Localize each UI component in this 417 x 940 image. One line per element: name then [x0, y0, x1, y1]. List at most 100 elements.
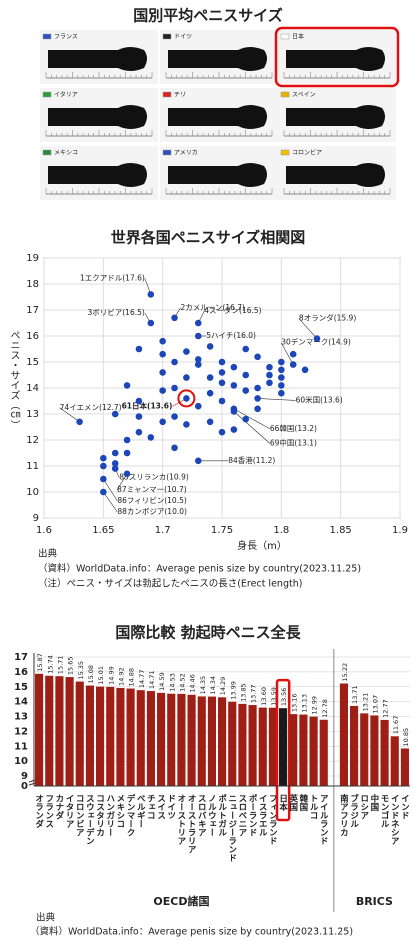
group-label: OECD諸国	[153, 894, 209, 908]
x-tick-label: モンゴル	[379, 794, 389, 828]
leader-line	[103, 491, 118, 513]
leader-line	[59, 407, 80, 423]
silhouette	[168, 47, 267, 71]
point	[147, 434, 155, 441]
value-label: 13.71	[351, 685, 359, 704]
point	[218, 379, 226, 387]
country-label: 日本	[292, 33, 304, 41]
point-label: 60米国(13.6)	[296, 394, 343, 404]
leader-line	[233, 411, 271, 444]
point	[159, 387, 166, 394]
flag	[42, 33, 52, 40]
bar	[187, 694, 196, 786]
x-tick-label: スイス	[156, 794, 166, 820]
point	[206, 418, 214, 426]
point	[218, 428, 226, 436]
x-tick-label: コロンビア	[74, 794, 84, 837]
bar	[126, 688, 135, 786]
bar	[339, 683, 348, 786]
country-label: ドイツ	[174, 34, 192, 41]
point	[206, 374, 214, 381]
value-label: 14.99	[107, 666, 115, 685]
x-tick-label: インド	[399, 794, 409, 820]
x-tick-label: フランス	[44, 794, 54, 828]
point	[183, 348, 190, 355]
silhouette	[168, 105, 267, 129]
y-tick-label: 12	[26, 435, 39, 446]
point	[159, 418, 166, 426]
value-label: 14.53	[168, 673, 176, 692]
source-note: （注）ペニス・サイズは勃起したペニスの長さ(Erect length)	[38, 578, 302, 590]
y-tick-label: 17	[26, 305, 39, 316]
bar	[390, 736, 399, 786]
x-tick-label: スロベニア	[237, 794, 247, 837]
point	[266, 379, 273, 387]
country-label: コロンビア	[292, 149, 322, 157]
point	[171, 444, 178, 452]
bar	[370, 715, 379, 786]
value-label: 14.52	[178, 673, 186, 692]
x-tick-label: 日本	[278, 794, 288, 812]
leader-line	[257, 398, 296, 401]
bar	[136, 690, 145, 786]
point-label: 69中国(13.1)	[270, 437, 317, 447]
point-label: 1エクアドル(17.6)	[80, 273, 145, 282]
point-label: 61日本(13.6)	[122, 400, 173, 410]
x-tick-label: オランダ	[34, 794, 44, 829]
x-tick-label: 1.75	[211, 525, 233, 536]
x-tick-label: ドイツ	[166, 794, 176, 820]
x-tick-label: 1.85	[330, 525, 352, 536]
value-label: 13.56	[280, 688, 288, 707]
point	[194, 457, 202, 465]
point	[123, 436, 131, 444]
source-note: （資料）WorldData.info：Average penis size by…	[38, 563, 361, 575]
y-tick-label: 0	[21, 781, 28, 792]
point	[183, 374, 190, 381]
flag	[42, 91, 52, 98]
bar	[289, 714, 298, 786]
point	[147, 319, 155, 327]
point-label: 5ハイチ(16.0)	[206, 331, 256, 340]
x-tick-label: 南アフリカ	[338, 793, 348, 836]
silhouette	[48, 163, 147, 187]
point	[123, 449, 131, 457]
point	[76, 418, 83, 426]
x-tick-label: 中国	[369, 793, 379, 812]
point-label: 3ボリビア(16.5)	[87, 308, 144, 317]
value-label: 15.74	[46, 655, 54, 674]
point	[289, 350, 297, 358]
point	[218, 358, 226, 366]
point	[230, 363, 238, 371]
y-tick-label: 12	[14, 726, 28, 737]
point-label: 85スリランカ(10.9)	[119, 473, 189, 482]
x-tick-label: カナダ	[54, 794, 64, 820]
point	[111, 410, 119, 418]
point	[230, 382, 238, 389]
flag	[162, 149, 172, 156]
point	[135, 413, 143, 420]
highlight-box	[274, 26, 400, 88]
x-tick-label: オーストリア	[176, 794, 186, 845]
point	[242, 415, 250, 423]
value-label: 10.85	[402, 728, 410, 747]
flag	[280, 33, 290, 40]
point	[135, 397, 143, 405]
country-label: イタリア	[54, 91, 78, 99]
point	[123, 470, 131, 478]
bar	[65, 677, 74, 786]
y-tick-label: 9	[21, 771, 28, 782]
silhouette	[286, 163, 385, 187]
value-label: 14.46	[189, 674, 197, 693]
value-label: 13.59	[270, 687, 278, 706]
point	[254, 395, 261, 402]
value-label: 14.77	[138, 670, 146, 689]
x-tick-label: 英国	[288, 793, 299, 812]
point	[278, 374, 285, 381]
point	[218, 397, 226, 405]
bar	[400, 748, 409, 786]
bar	[309, 716, 318, 786]
point	[159, 350, 166, 358]
leader-line	[103, 478, 118, 502]
point	[171, 358, 178, 366]
